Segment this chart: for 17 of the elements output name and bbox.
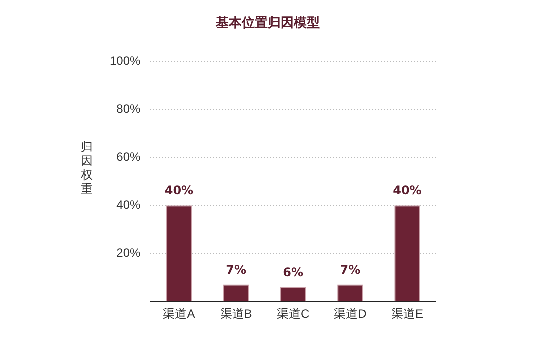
y-tick-label: 80% bbox=[116, 102, 142, 116]
x-tick-label: 渠道D bbox=[334, 307, 368, 322]
x-tick-label: 渠道A bbox=[163, 307, 196, 322]
x-tick-label: 渠道E bbox=[391, 307, 424, 322]
y-tick-label: 100% bbox=[110, 54, 142, 68]
y-axis-title: 归因权重 bbox=[80, 140, 94, 196]
data-label: 40% bbox=[164, 184, 194, 198]
chart-title: 基本位置归因模型 bbox=[215, 16, 320, 32]
data-label: 7% bbox=[226, 262, 246, 277]
y-tick-label: 20% bbox=[116, 246, 142, 260]
y-tick-label: 40% bbox=[116, 198, 142, 212]
data-label: 7% bbox=[340, 262, 361, 277]
data-label: 6% bbox=[283, 265, 304, 280]
x-tick-label: 渠道B bbox=[220, 307, 252, 322]
y-tick-label: 60% bbox=[116, 150, 142, 164]
data-label: 40% bbox=[393, 184, 422, 198]
x-tick-label: 渠道C bbox=[277, 307, 310, 322]
